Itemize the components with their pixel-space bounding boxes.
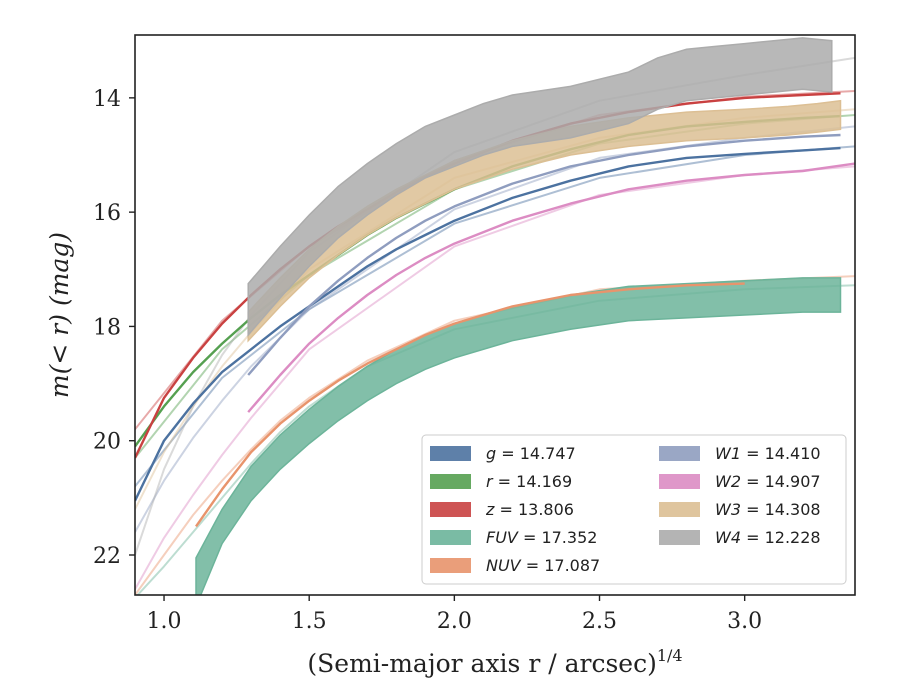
legend-label-w1: W1 = 14.410 bbox=[715, 444, 821, 463]
legend-box bbox=[421, 434, 847, 585]
legend-label-w4: W4 = 12.228 bbox=[715, 528, 821, 547]
profile-band-w4 bbox=[247, 37, 833, 338]
legend-label-g: g = 14.747 bbox=[486, 444, 576, 463]
legend-swatch-nuv bbox=[430, 558, 471, 573]
plot-frame bbox=[134, 34, 856, 596]
legend-label-z: z = 13.806 bbox=[485, 500, 574, 519]
x-axis-label: (Semi-major axis r / arcsec)1/4 bbox=[307, 646, 682, 678]
x-axis-label-exponent: 1/4 bbox=[657, 646, 683, 665]
legend-swatch-r bbox=[430, 474, 471, 489]
x-axis-label-text: (Semi-major axis r / arcsec) bbox=[307, 649, 656, 678]
profile-band-fuv bbox=[195, 277, 842, 595]
legend-label-w3: W3 = 14.308 bbox=[715, 500, 821, 519]
y-tick-label: 20 bbox=[93, 430, 121, 455]
profile-line-g bbox=[135, 146, 841, 502]
legend-swatch-w1 bbox=[659, 446, 700, 461]
x-tick-label: 3.0 bbox=[727, 609, 762, 634]
y-axis-label: m(< r) (mag) bbox=[45, 232, 74, 398]
legend: g = 14.747 r = 14.169 z = 13.806 FUV = 17.3… bbox=[421, 434, 847, 585]
x-tick-label: 1.5 bbox=[292, 609, 327, 634]
model-line-w2 bbox=[135, 165, 855, 590]
legend-label-r: r = 14.169 bbox=[486, 472, 572, 491]
legend-swatch-w2 bbox=[659, 474, 700, 489]
legend-label-nuv: NUV = 17.087 bbox=[486, 556, 600, 575]
profile-line-w1 bbox=[247, 133, 841, 376]
y-tick-label: 16 bbox=[93, 201, 121, 226]
profile-line-nuv bbox=[195, 282, 745, 528]
legend-swatch-g bbox=[430, 446, 471, 461]
x-tick-label: 2.0 bbox=[437, 609, 472, 634]
legend-label-fuv: FUV = 17.352 bbox=[486, 528, 597, 547]
profile-line-w2 bbox=[247, 162, 855, 413]
ticks-layer: 1.0 1.5 2.0 2.5 3.0 14 16 18 20 22 bbox=[93, 87, 762, 634]
y-tick-label: 22 bbox=[93, 544, 121, 569]
legend-swatch-w3 bbox=[659, 502, 700, 517]
x-tick-label: 1.0 bbox=[147, 609, 182, 634]
y-tick-label: 14 bbox=[93, 87, 121, 112]
legend-swatch-fuv bbox=[430, 530, 471, 545]
legend-label-w2: W2 = 14.907 bbox=[715, 472, 821, 491]
y-tick-label: 18 bbox=[93, 315, 121, 340]
legend-swatch-w4 bbox=[659, 530, 700, 545]
series-layer bbox=[135, 37, 855, 595]
x-tick-label: 2.5 bbox=[582, 609, 617, 634]
legend-swatch-z bbox=[430, 502, 471, 517]
